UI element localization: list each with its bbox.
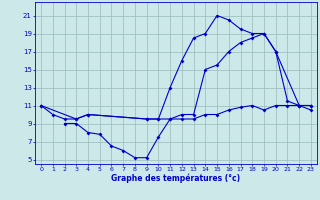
X-axis label: Graphe des températures (°c): Graphe des températures (°c) [111,174,241,183]
